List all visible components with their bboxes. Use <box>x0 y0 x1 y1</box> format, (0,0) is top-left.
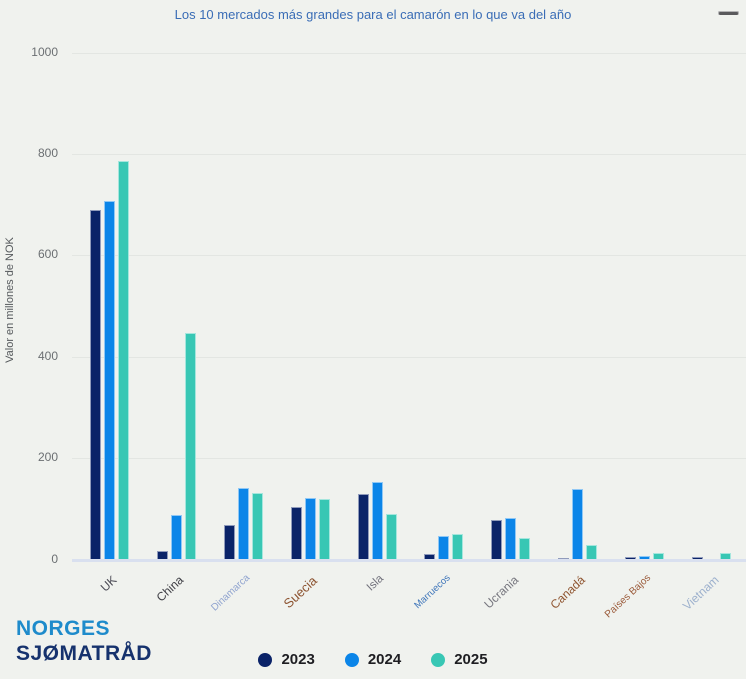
legend-label: 2023 <box>281 651 315 668</box>
x-tick-label-marruecos: Marruecos <box>412 572 453 612</box>
bar-canadá-2024[interactable] <box>572 488 584 560</box>
y-tick-label-800: 800 <box>37 145 58 160</box>
bar-ucrania-2025[interactable] <box>519 538 531 560</box>
bar-dinamarca-2024[interactable] <box>237 487 249 560</box>
bar-suecia-2024[interactable] <box>304 497 316 560</box>
gridline-1000 <box>72 52 746 54</box>
bar-canadá-2023[interactable] <box>558 557 570 560</box>
bar-china-2023[interactable] <box>156 551 168 560</box>
bar-uk-2025[interactable] <box>117 160 129 560</box>
legend-item-2024[interactable]: 2024 <box>344 651 402 668</box>
y-tick-label-200: 200 <box>37 450 58 465</box>
x-tick-label-suecia: Suecia <box>280 573 321 612</box>
bar-suecia-2025[interactable] <box>318 498 330 560</box>
bar-marruecos-2025[interactable] <box>452 533 464 560</box>
y-tick-label-1000: 1000 <box>31 44 58 59</box>
menu-bar <box>718 11 739 15</box>
bar-isla-2025[interactable] <box>385 513 397 560</box>
legend-label: 2025 <box>454 651 488 668</box>
x-tick-label-ucrania: Ucrania <box>480 572 521 612</box>
bar-vietnam-2025[interactable] <box>720 553 732 560</box>
bar-países-bajos-2025[interactable] <box>653 552 665 560</box>
gridline-600 <box>72 255 746 257</box>
bar-suecia-2023[interactable] <box>290 507 302 560</box>
bar-marruecos-2024[interactable] <box>438 536 450 560</box>
y-tick-label-0: 0 <box>51 551 58 566</box>
bar-canadá-2025[interactable] <box>586 545 598 560</box>
bar-países-bajos-2023[interactable] <box>625 556 637 560</box>
bar-isla-2023[interactable] <box>357 493 369 560</box>
y-tick-label-600: 600 <box>37 247 58 262</box>
y-tick-label-400: 400 <box>37 348 58 363</box>
hamburger-menu-icon[interactable] <box>718 11 739 30</box>
legend-dot-2023 <box>258 652 273 667</box>
bar-isla-2024[interactable] <box>371 481 383 560</box>
x-tick-label-china: China <box>153 572 187 605</box>
bar-ucrania-2024[interactable] <box>505 517 517 560</box>
bar-países-bajos-2024[interactable] <box>639 556 651 560</box>
bar-china-2024[interactable] <box>170 514 182 560</box>
x-tick-label-isla: Isla <box>364 572 387 594</box>
logo-line-1: NORGES <box>16 617 111 640</box>
legend-dot-2024 <box>344 652 359 667</box>
legend-label: 2024 <box>367 651 402 668</box>
chart-legend: 2023 2024 2025 <box>0 651 746 668</box>
legend-dot-2025 <box>431 652 446 667</box>
bar-vietnam-2023[interactable] <box>692 556 704 560</box>
x-tick-label-canadá: Canadá <box>547 572 588 612</box>
legend-item-2023[interactable]: 2023 <box>258 651 315 668</box>
gridline-800 <box>72 153 746 155</box>
bar-china-2025[interactable] <box>184 332 196 560</box>
bar-uk-2024[interactable] <box>103 200 115 560</box>
chart-title: Los 10 mercados más grandes para el cama… <box>174 7 572 22</box>
bar-dinamarca-2025[interactable] <box>251 492 263 560</box>
gridline-400 <box>72 356 746 358</box>
legend-item-2025[interactable]: 2025 <box>431 651 488 668</box>
x-tick-label-vietnam: Vietnam <box>679 572 722 613</box>
x-tick-label-uk: UK <box>97 572 120 595</box>
logo-line-2: SJØMATRÅD <box>16 642 152 665</box>
bar-dinamarca-2023[interactable] <box>223 524 235 560</box>
x-axis-line <box>72 559 746 562</box>
bar-marruecos-2023[interactable] <box>424 553 436 560</box>
x-tick-label-países-bajos: Países Bajos <box>603 572 654 621</box>
x-tick-label-dinamarca: Dinamarca <box>209 572 253 614</box>
bar-uk-2023[interactable] <box>89 209 101 560</box>
gridline-200 <box>72 458 746 460</box>
norges-sjomatrad-logo: NORGES SJØMATRÅD <box>16 616 152 666</box>
bar-ucrania-2023[interactable] <box>491 520 503 560</box>
